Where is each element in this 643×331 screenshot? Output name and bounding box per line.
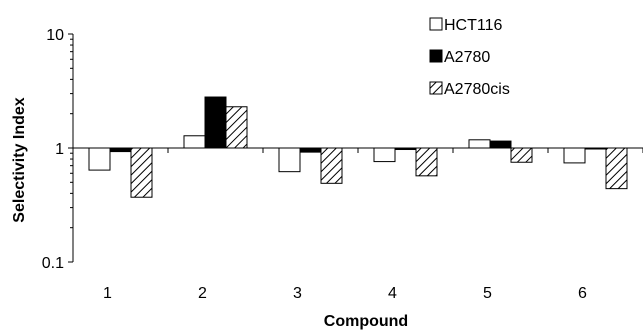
x-tick-label-4: 4: [388, 285, 397, 302]
labels-layer: Selectivity Index Compound 0.1 1 10 1 2 3 4 5 6: [11, 27, 587, 330]
bar-A2780cis-compound-6: [605, 147, 628, 190]
legend-label-A2780cis: A2780cis: [444, 81, 510, 98]
x-axis-title: Compound: [324, 313, 408, 330]
bar-A2780cis-compound-4: [415, 147, 438, 177]
legend-swatch-A2780cis: [429, 81, 443, 95]
y-axis-title: Selectivity Index: [11, 97, 28, 222]
bars-layer: [88, 96, 628, 198]
x-tick-label-6: 6: [578, 285, 587, 302]
bar-A2780cis-compound-1: [130, 147, 153, 198]
y-tick-label: 0.1: [42, 255, 64, 272]
x-tick-label-3: 3: [293, 285, 302, 302]
bar-A2780-compound-1: [109, 147, 132, 153]
bar-HCT116-compound-1: [88, 147, 111, 171]
bar-HCT116-compound-4: [373, 147, 396, 163]
bar-HCT116-compound-2: [183, 135, 206, 149]
legend-label-A2780: A2780: [444, 49, 490, 66]
y-tick-label: 10: [46, 27, 64, 44]
bar-A2780cis-compound-2: [225, 106, 248, 149]
x-tick-label-1: 1: [103, 285, 112, 302]
bar-HCT116-compound-6: [563, 147, 586, 164]
x-tick-label-5: 5: [483, 285, 492, 302]
bar-A2780-compound-3: [299, 147, 322, 153]
bar-A2780cis-compound-3: [320, 147, 343, 184]
x-tick-label-2: 2: [198, 285, 207, 302]
axes-layer: [68, 33, 643, 263]
legend: HCT116 A2780 A2780cis: [429, 17, 510, 98]
bar-A2780-compound-5: [489, 140, 512, 149]
legend-swatch-A2780: [429, 49, 443, 63]
bar-A2780cis-compound-5: [510, 147, 533, 163]
legend-label-HCT116: HCT116: [444, 17, 502, 34]
bar-A2780-compound-2: [204, 96, 227, 149]
legend-swatch-HCT116: [429, 17, 443, 31]
y-tick-label: 1: [55, 141, 64, 158]
bar-HCT116-compound-3: [278, 147, 301, 173]
bar-HCT116-compound-5: [468, 139, 491, 149]
